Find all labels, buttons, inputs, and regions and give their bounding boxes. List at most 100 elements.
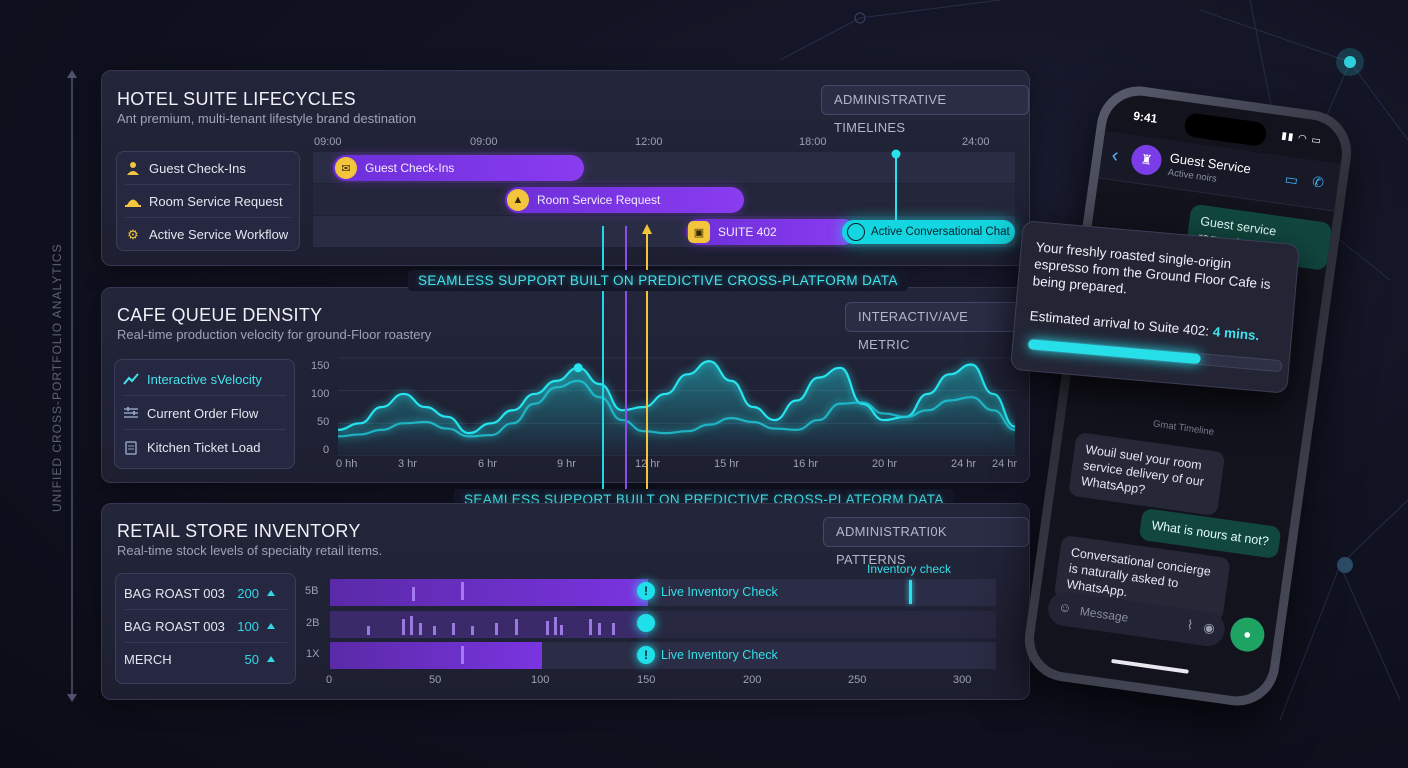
x-tick-label: 100 xyxy=(531,674,550,686)
cloche-icon: ▲ xyxy=(507,189,529,211)
ticket-icon xyxy=(123,440,139,456)
interactive-metric-button[interactable]: INTERACTIV/AVE METRIC xyxy=(845,302,1029,352)
side-label: UNIFIED CROSS-PORTFOLIO ANALYTICS xyxy=(50,243,64,512)
home-indicator xyxy=(1111,658,1189,674)
active-conversational-chat-pill[interactable]: Active Conversational Chat xyxy=(842,220,1015,244)
x-tick-label: 15 hr xyxy=(714,458,740,470)
camera-icon[interactable]: ◉ xyxy=(1202,619,1216,636)
gears-icon: ⚙ xyxy=(127,226,139,242)
x-tick-label: 0 hh xyxy=(336,458,358,470)
gantt-bar-label: Guest Check-Ins xyxy=(365,161,455,175)
gantt-bar-suite-402[interactable]: ▣ SUITE 402 xyxy=(686,219,856,245)
administrative-timelines-button[interactable]: ADMINISTRATIVE TIMELINES xyxy=(821,85,1029,135)
y-tick-label: 100 xyxy=(311,388,330,400)
chat-icon: ✉ xyxy=(335,157,357,179)
inventory-bar-ticks xyxy=(367,582,615,664)
dynamic-island xyxy=(1183,112,1268,148)
retail-legend: BAG ROAST 003 200 BAG ROAST 003 100 MERC… xyxy=(115,573,296,684)
gantt-bar-label: Room Service Request xyxy=(537,193,661,207)
trend-up-icon xyxy=(267,589,275,596)
gantt-bar-room-service[interactable]: ▲ Room Service Request xyxy=(505,187,744,213)
cafe-velocity-chart[interactable] xyxy=(338,352,1015,456)
legend-label: Interactive sVelocity xyxy=(147,371,262,387)
emoji-icon[interactable]: ☺ xyxy=(1057,599,1073,616)
support-banner-top: SEAMLESS SUPPORT BUILT ON PREDICTIVE CRO… xyxy=(408,270,908,291)
back-arrow-icon[interactable]: ‹ xyxy=(1110,144,1120,167)
avatar[interactable]: ♜ xyxy=(1129,142,1164,177)
phone-call-icon[interactable]: ✆ xyxy=(1311,173,1326,191)
delivery-progress-bar xyxy=(1026,338,1283,373)
attach-icon[interactable]: ⌇ xyxy=(1185,617,1195,633)
velocity-line-2[interactable] xyxy=(338,379,1015,438)
inventory-count: 50 xyxy=(244,652,259,667)
inventory-value: 200 xyxy=(237,586,275,601)
trend-up-icon xyxy=(267,622,275,629)
row-label: 2B xyxy=(306,617,320,629)
x-tick-label: 3 hr xyxy=(398,458,417,470)
gantt-bar-guest-check-ins[interactable]: ✉ Guest Check-Ins xyxy=(333,155,584,181)
x-tick-label: 6 hr xyxy=(478,458,497,470)
eta-prefix: Estimated arrival to Suite 402: xyxy=(1029,308,1210,339)
live-check-marker[interactable]: ! xyxy=(637,646,655,664)
legend-item-interactive-velocity[interactable]: Interactive sVelocity xyxy=(123,363,286,396)
inventory-item-merch[interactable]: MERCH 50 xyxy=(124,643,287,676)
legend-label: Guest Check-Ins xyxy=(149,160,246,176)
legend-item-guest-check-ins[interactable]: Guest Check-Ins xyxy=(125,152,291,185)
person-icon xyxy=(125,160,141,176)
inventory-label: BAG ROAST 003 xyxy=(124,618,225,634)
hotel-title: HOTEL SUITE LIFECYCLES xyxy=(117,89,356,109)
x-tick-label: 16 hr xyxy=(793,458,819,470)
cafe-subtitle: Real-time production velocity for ground… xyxy=(117,327,432,342)
inventory-bar-row[interactable] xyxy=(330,579,996,606)
legend-label: Active Service Workflow xyxy=(149,227,289,242)
sliders-icon xyxy=(123,405,139,421)
legend-item-kitchen-ticket-load[interactable]: Kitchen Ticket Load xyxy=(123,431,286,464)
gantt-bar-label: SUITE 402 xyxy=(718,225,777,239)
inventory-check-label: Inventory check xyxy=(867,562,952,576)
inventory-value: 50 xyxy=(245,652,275,667)
retail-title: RETAIL STORE INVENTORY xyxy=(117,521,361,541)
x-tick-label: 24 hr xyxy=(951,458,977,470)
inventory-bar-fill xyxy=(330,611,648,638)
inventory-label: MERCH xyxy=(124,652,172,667)
incoming-message[interactable]: Wouil suel your room service delivery of… xyxy=(1068,431,1226,517)
inventory-bar-fill xyxy=(330,642,542,669)
time-tick: 18:00 xyxy=(799,136,827,148)
microphone-button[interactable]: ● xyxy=(1228,615,1267,654)
cafe-legend: Interactive sVelocity Current Order Flow… xyxy=(114,359,295,469)
peak-point[interactable] xyxy=(573,363,583,373)
x-tick-label: 250 xyxy=(848,674,867,686)
live-inventory-check-label: Live Inventory Check xyxy=(661,648,778,662)
inventory-bar-fill xyxy=(330,579,648,606)
retail-subtitle: Real-time stock levels of specialty reta… xyxy=(117,543,383,558)
inventory-item-bag-roast[interactable]: BAG ROAST 003 200 xyxy=(124,577,287,610)
notification-text: Your freshly roasted single-origin espre… xyxy=(1032,239,1272,297)
inventory-bar-row[interactable] xyxy=(330,642,996,669)
legend-item-room-service[interactable]: Room Service Request xyxy=(125,185,291,218)
live-check-marker[interactable]: ! xyxy=(637,582,655,600)
timeline-now-marker xyxy=(891,149,901,220)
inventory-item-bag-roast[interactable]: BAG ROAST 003 100 xyxy=(124,610,287,643)
video-call-icon[interactable]: ▭ xyxy=(1283,170,1300,189)
signal-wifi-battery-icon: ▮▮ ◠ ▭ xyxy=(1280,130,1323,148)
live-check-marker[interactable] xyxy=(637,614,655,632)
status-time: 9:41 xyxy=(1132,108,1159,126)
delivery-progress-fill xyxy=(1027,339,1201,365)
y-tick-label: 150 xyxy=(311,360,330,372)
delivery-notification-card[interactable]: Your freshly roasted single-origin espre… xyxy=(1009,220,1301,394)
message-placeholder: Message xyxy=(1079,604,1130,625)
x-tick-label: 9 hr xyxy=(557,458,576,470)
inventory-bar-row[interactable] xyxy=(330,611,996,638)
side-axis-arrow xyxy=(67,70,77,702)
trend-icon xyxy=(123,371,139,387)
legend-item-active-service-workflow[interactable]: ⚙ Active Service Workflow xyxy=(125,218,291,251)
y-tick-label: 0 xyxy=(323,444,330,456)
legend-item-current-order-flow[interactable]: Current Order Flow xyxy=(123,397,286,430)
time-tick: 12:00 xyxy=(635,136,663,148)
cafe-title: CAFE QUEUE DENSITY xyxy=(117,305,323,325)
eta-value: 4 mins. xyxy=(1212,324,1260,344)
live-inventory-check-label: Live Inventory Check xyxy=(661,585,778,599)
x-tick-label: 0 xyxy=(326,674,333,686)
administration-patterns-button[interactable]: ADMINISTRATI0K PATTERNS xyxy=(823,517,1029,567)
x-tick-label: 24 hr xyxy=(992,458,1018,470)
